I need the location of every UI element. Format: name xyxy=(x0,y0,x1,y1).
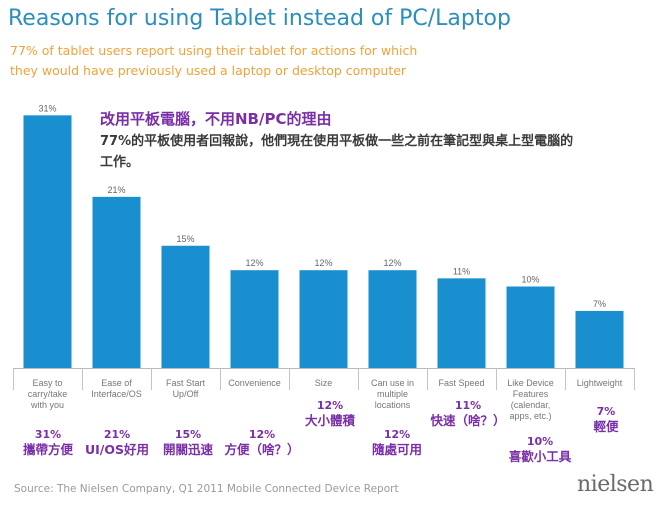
category-label: Size xyxy=(315,378,333,388)
annotation-body: 77%的平板使用者回報說，他們現在使用平板做一些之前在筆記型與桌上型電腦的工作。 xyxy=(100,134,574,170)
category-label: carry/take xyxy=(28,389,68,399)
category-label: Like Device xyxy=(507,378,554,388)
bar-value-label: 31% xyxy=(38,103,56,113)
translation-percent: 7% xyxy=(597,405,616,418)
bar-value-label: 10% xyxy=(521,275,539,285)
category-label: (calendar, xyxy=(511,400,551,410)
bar xyxy=(23,115,72,368)
bar xyxy=(368,270,417,368)
translation-label: 輕便 xyxy=(593,419,619,434)
chart-subtitle: 77% of tablet users report using their t… xyxy=(10,43,418,78)
translation-percent: 15% xyxy=(175,428,201,441)
translation-label: 快速（啥？） xyxy=(430,413,505,428)
category-label: Fast Start xyxy=(166,378,206,388)
bar-value-label: 12% xyxy=(245,258,263,268)
bar-value-label: 11% xyxy=(453,266,470,276)
chart-title: Reasons for using Tablet instead of PC/L… xyxy=(8,6,511,31)
translation-label: UI/OS好用 xyxy=(85,442,149,457)
bar xyxy=(161,245,210,368)
bar-value-label: 12% xyxy=(314,258,332,268)
category-label: Convenience xyxy=(228,378,281,388)
translation-percent: 12% xyxy=(249,428,275,441)
bar-value-label: 15% xyxy=(176,234,194,244)
nielsen-logo: nielsen xyxy=(577,472,654,497)
category-label: Interface/OS xyxy=(91,389,142,399)
translation-percent: 12% xyxy=(384,428,410,441)
source-note: Source: The Nielsen Company, Q1 2011 Mob… xyxy=(14,483,399,495)
bar xyxy=(230,270,279,368)
category-label: Features xyxy=(513,389,549,399)
bar xyxy=(437,278,486,368)
translation-percent: 11% xyxy=(455,399,481,412)
category-label: Ease of xyxy=(101,378,132,388)
translation-percent: 21% xyxy=(104,428,130,441)
translation-percent: 12% xyxy=(317,399,343,412)
annotation-title: 改用平板電腦，不用NB/PC的理由 xyxy=(100,110,332,128)
category-label: Fast Speed xyxy=(438,378,484,388)
translation-label: 開關迅速 xyxy=(163,442,214,457)
bar xyxy=(299,270,348,368)
translation-label: 大小體積 xyxy=(305,413,356,428)
category-label: locations xyxy=(375,400,411,410)
bar-value-label: 21% xyxy=(107,185,125,195)
translation-percent: 31% xyxy=(35,428,61,441)
bar-value-label: 7% xyxy=(593,299,606,309)
category-label: Lightweight xyxy=(577,378,623,388)
category-label: Can use in xyxy=(371,378,414,388)
category-label: Up/Off xyxy=(173,389,199,399)
category-label: apps, etc.) xyxy=(509,411,551,421)
translation-percent: 10% xyxy=(527,435,553,448)
category-label: Easy to xyxy=(32,378,62,388)
translation-label: 隨處可用 xyxy=(372,442,422,457)
bar xyxy=(506,286,555,368)
translation-label: 方便（啥？） xyxy=(224,442,299,457)
bar-value-label: 12% xyxy=(383,258,401,268)
category-label: multiple xyxy=(377,389,408,399)
translation-label: 喜歡小工具 xyxy=(509,449,572,464)
bar xyxy=(92,196,141,368)
translation-label: 攜帶方便 xyxy=(23,442,74,457)
category-label: with you xyxy=(30,400,64,410)
bar xyxy=(575,310,624,368)
